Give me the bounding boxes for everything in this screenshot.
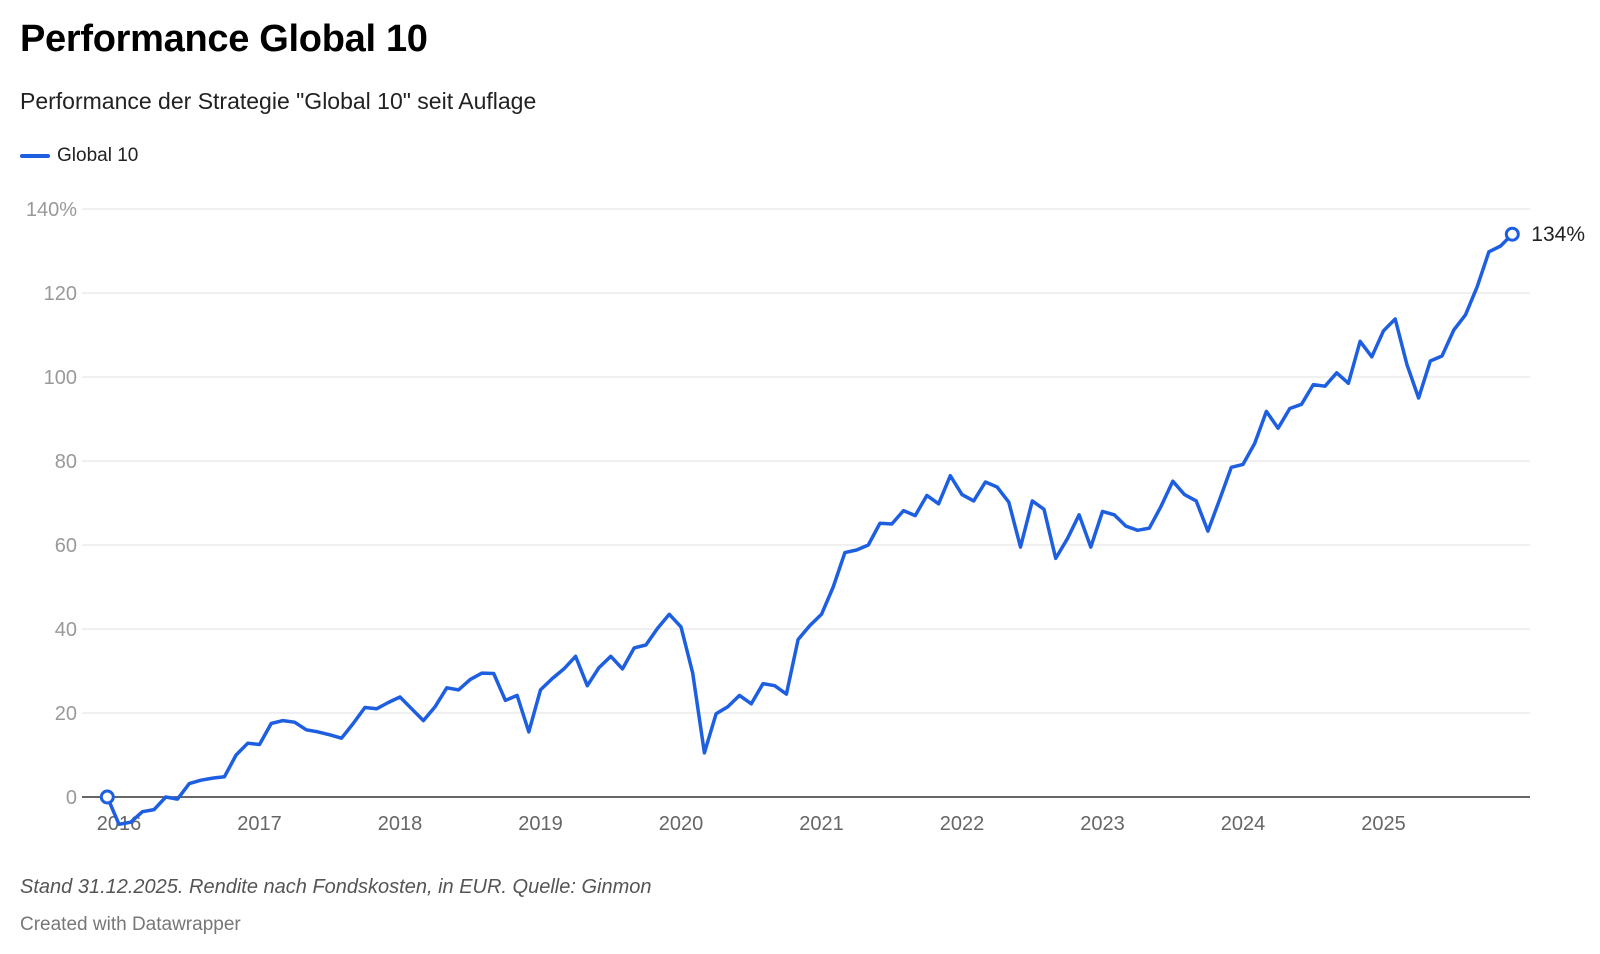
x-tick-label: 2020 [659,813,704,835]
x-tick-label: 2025 [1361,813,1406,835]
x-tick-label: 2021 [799,813,844,835]
y-tick-label: 60 [55,535,77,557]
x-tick-label: 2022 [940,813,985,835]
datawrapper-credit[interactable]: Created with Datawrapper [20,914,241,935]
x-tick-label: 2023 [1080,813,1125,835]
y-tick-label: 0 [66,787,77,809]
y-tick-label: 140% [26,199,77,221]
x-tick-label: 2024 [1221,813,1266,835]
end-point-marker [1504,226,1520,242]
y-tick-label: 80 [55,451,77,473]
y-tick-label: 120 [44,283,77,305]
x-tick-label: 2019 [518,813,563,835]
chart-title: Performance Global 10 [20,18,428,60]
y-tick-label: 20 [55,703,77,725]
y-tick-label: 100 [44,367,77,389]
end-value-label: 134% [1531,223,1585,246]
legend-swatch [20,154,50,158]
y-tick-label: 40 [55,619,77,641]
legend: Global 10 [20,145,138,167]
chart-subtitle: Performance der Strategie "Global 10" se… [20,88,537,114]
legend-label: Global 10 [57,145,139,166]
x-tick-label: 2017 [237,813,282,835]
series-line-global-10 [105,232,1515,827]
start-point-marker [99,789,115,805]
source-note: Stand 31.12.2025. Rendite nach Fondskost… [20,876,652,898]
x-tick-label: 2018 [378,813,423,835]
